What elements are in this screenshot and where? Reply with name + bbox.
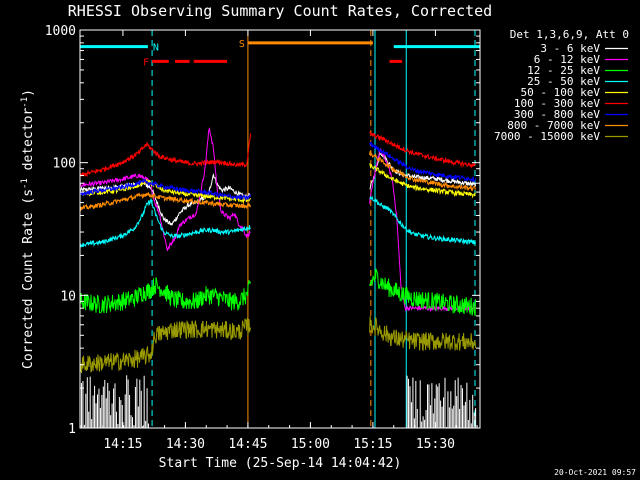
series-line xyxy=(369,163,476,199)
series-line xyxy=(369,130,477,169)
y-tick-label: 1000 xyxy=(45,24,76,39)
chart-title: RHESSI Observing Summary Count Rates, Co… xyxy=(68,2,492,20)
legend-entry-label: 12 - 25 keV xyxy=(527,64,600,77)
y-axis-label: Corrected Count Rate (s-1 detector-1) xyxy=(20,89,36,369)
legend-header: Det 1,3,6,9, Att 0 xyxy=(510,28,629,41)
y-axis-label-part: ) xyxy=(21,89,36,97)
legend-entry-label: 100 - 300 keV xyxy=(514,97,600,110)
plot-frame xyxy=(79,29,481,429)
legend-entry-label: 300 - 800 keV xyxy=(514,108,600,121)
y-tick-label: 10 xyxy=(60,289,76,304)
series-line xyxy=(79,127,251,252)
series-low-count-noise xyxy=(79,375,477,428)
series-line xyxy=(79,317,251,374)
flag-label-n: N xyxy=(153,43,159,54)
series-group xyxy=(79,127,477,428)
x-tick-label: 15:30 xyxy=(416,437,455,452)
legend-entry-label: 6 - 12 keV xyxy=(534,53,601,66)
x-tick-label: 15:15 xyxy=(353,437,392,452)
x-axis-label: Start Time (25-Sep-14 14:04:42) xyxy=(159,456,402,471)
x-tick-label: 14:30 xyxy=(166,437,205,452)
legend-entry-label: 25 - 50 keV xyxy=(527,75,600,88)
flag-label-s: S xyxy=(239,39,245,50)
y-axis-label-part: detector xyxy=(21,108,36,179)
series-line xyxy=(79,172,251,226)
series-line xyxy=(369,151,477,192)
y-axis-label-sup: -1 xyxy=(20,97,30,108)
series-7000-15000-kev xyxy=(79,316,477,374)
series-6-12-kev xyxy=(79,127,476,313)
series-line xyxy=(369,195,477,246)
series-line xyxy=(79,192,251,212)
y-tick-label: 1 xyxy=(68,422,76,437)
x-tick-label: 14:45 xyxy=(228,437,267,452)
legend-entry-label: 50 - 100 keV xyxy=(521,86,601,99)
series-line xyxy=(79,197,251,248)
flag-label-f: F xyxy=(143,57,149,68)
y-axis-label-part: Corrected Count Rate (s xyxy=(21,189,36,369)
series-800-7000-kev xyxy=(79,151,477,212)
x-tick-label: 15:00 xyxy=(291,437,330,452)
series-25-50-kev xyxy=(79,195,477,248)
legend-entry-label: 800 - 7000 keV xyxy=(507,119,600,132)
series-line xyxy=(369,140,477,183)
series-line xyxy=(369,316,477,352)
y-axis-label-sup: -1 xyxy=(20,178,30,189)
series-line xyxy=(79,178,251,202)
series-100-300-kev xyxy=(79,130,477,178)
series-line xyxy=(369,151,477,191)
series-line xyxy=(79,133,251,178)
flag-group: NF S xyxy=(80,39,480,68)
series-line xyxy=(369,268,477,317)
series-line xyxy=(79,277,251,314)
y-tick-label: 100 xyxy=(53,157,76,172)
series-300-800-kev xyxy=(79,140,477,202)
legend-entry-label: 7000 - 15000 keV xyxy=(494,130,600,143)
legend-entry-label: 3 - 6 keV xyxy=(540,42,600,55)
series-3-6-kev xyxy=(79,151,477,226)
axis-ticks: 14:15 14:30 14:45 15:00 15:15 15:30 1 10 100 1000 xyxy=(45,24,480,452)
x-tick-label: 14:15 xyxy=(103,437,142,452)
series-12-25-kev xyxy=(79,268,477,317)
timestamp: 20-Oct-2021 09:57 xyxy=(554,468,636,477)
